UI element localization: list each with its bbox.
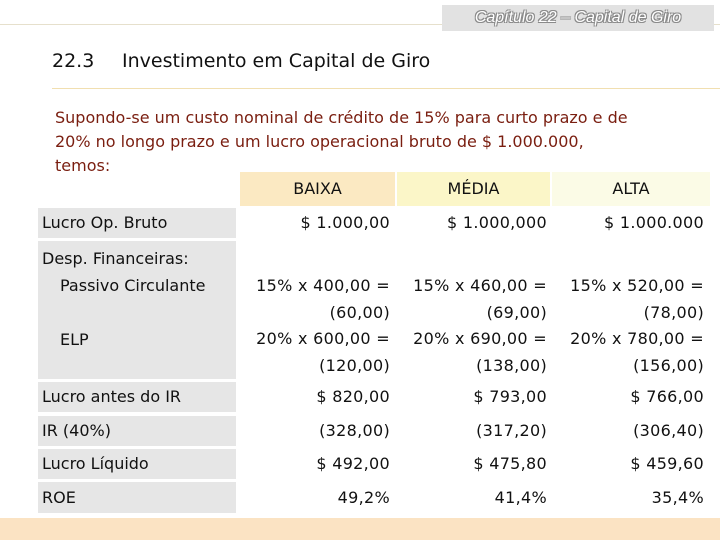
row-sublabel-passivo-circulante: Passivo Circulante [60, 276, 206, 295]
cell-baixa: $ 820,00 [316, 387, 390, 406]
cell-alta: $ 766,00 [630, 387, 704, 406]
cell-line: (138,00) [476, 355, 547, 375]
cell-line: 15% x 400,00 = [256, 276, 390, 295]
column-header-media: MÉDIA [397, 172, 550, 206]
cell-alta: 35,4% [651, 488, 704, 507]
row-label-text: Desp. Financeiras: [42, 249, 189, 268]
cell-baixa: (328,00) [319, 421, 390, 440]
cell-alta: 15% x 520,00 = (78,00) 20% x 780,00 = (1… [552, 241, 708, 379]
cell-line: (78,00) [643, 302, 704, 322]
row-label-desp-financeiras: Desp. Financeiras: Passivo Circulante EL… [38, 241, 236, 379]
top-rule [0, 24, 720, 25]
intro-line: temos: [55, 156, 111, 175]
row-label-ir: IR (40%) [38, 416, 236, 446]
row-label-text: ROE [42, 488, 76, 507]
cell-media: (317,20) [476, 421, 547, 440]
section-number: 22.3 [52, 50, 95, 72]
cell-line: (60,00) [329, 302, 390, 322]
column-header-baixa: BAIXA [240, 172, 395, 206]
cell-baixa: 49,2% [337, 488, 390, 507]
cell-alta: (306,40) [633, 421, 704, 440]
row-label-lucro-liquido: Lucro Líquido [38, 449, 236, 479]
cell-line: 15% x 520,00 = [570, 276, 704, 295]
cell-media: 41,4% [494, 488, 547, 507]
row-label-text: Lucro Op. Bruto [42, 213, 168, 232]
footer-band [0, 518, 720, 540]
intro-paragraph: Supondo-se um custo nominal de crédito d… [55, 106, 695, 178]
cell-line: 20% x 780,00 = [570, 329, 704, 348]
row-label-text: Lucro antes do IR [42, 387, 182, 406]
cell-baixa: $ 492,00 [316, 454, 390, 473]
cell-line: (69,00) [486, 302, 547, 322]
cell-line: 20% x 690,00 = [413, 329, 547, 348]
row-label-roe: ROE [38, 482, 236, 513]
intro-line: Supondo-se um custo nominal de crédito d… [55, 108, 628, 127]
cell-line: 15% x 460,00 = [413, 276, 547, 295]
cell-media: $ 475,80 [473, 454, 547, 473]
cell-media: $ 1.000,000 [447, 213, 547, 232]
cell-line: 20% x 600,00 = [256, 329, 390, 348]
cell-line: (156,00) [633, 355, 704, 375]
row-label-lucro-op-bruto: Lucro Op. Bruto [38, 208, 236, 238]
section-title: Investimento em Capital de Giro [122, 50, 431, 72]
chapter-title: Capítulo 22 – Capital de Giro [442, 5, 714, 31]
section-divider [52, 88, 720, 89]
cell-alta: $ 459,60 [630, 454, 704, 473]
cell-media: $ 793,00 [473, 387, 547, 406]
row-label-lucro-antes-ir: Lucro antes do IR [38, 382, 236, 412]
cell-alta: $ 1.000.000 [604, 213, 704, 232]
cell-media: 15% x 460,00 = (69,00) 20% x 690,00 = (1… [397, 241, 551, 379]
row-label-text: Lucro Líquido [42, 454, 149, 473]
row-label-text: IR (40%) [42, 421, 111, 440]
cell-baixa: 15% x 400,00 = (60,00) 20% x 600,00 = (1… [240, 241, 394, 379]
cell-baixa: $ 1.000,00 [300, 213, 390, 232]
intro-line: 20% no longo prazo e um lucro operaciona… [55, 132, 584, 151]
cell-line: (120,00) [319, 355, 390, 375]
row-sublabel-elp: ELP [60, 330, 89, 349]
column-header-alta: ALTA [552, 172, 710, 206]
